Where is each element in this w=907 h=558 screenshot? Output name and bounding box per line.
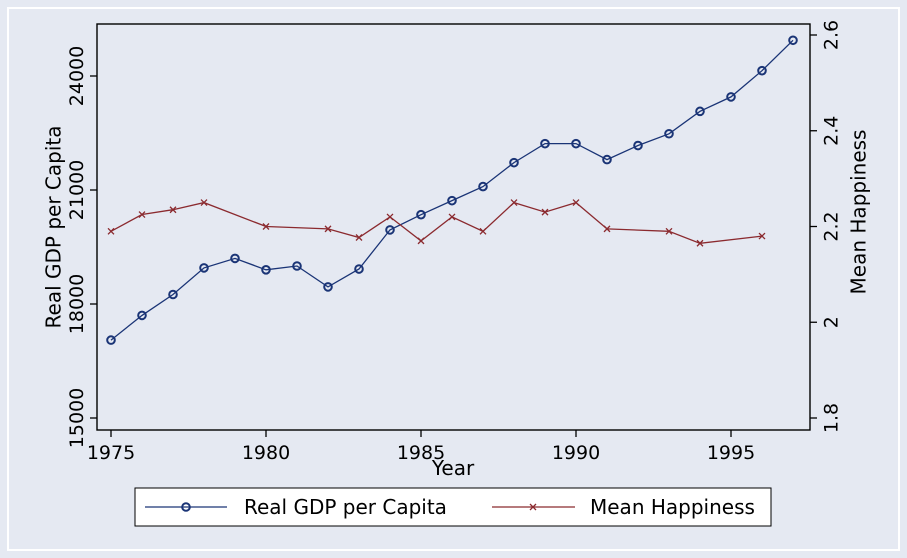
data-point-gdp [633,140,643,151]
plot-area [96,23,811,431]
data-point-happiness [665,227,673,235]
legend: Real GDP per Capita Mean Happiness [134,487,772,527]
y-axis-right: 1.8 2 2.2 2.4 2.6 [810,20,843,433]
data-point-happiness [324,225,332,233]
y-left-tick-label: 21000 [66,160,88,220]
y-right-tick-label: 2.2 [821,211,843,241]
data-point-gdp [602,154,612,165]
data-point-gdp [106,335,116,345]
data-point-happiness [417,237,425,245]
data-point-gdp [292,261,302,271]
x-axis-title: Year [431,456,475,480]
legend-marker-gdp [181,502,191,512]
y-axis-left-title: Real GDP per Capita [42,126,66,329]
data-point-happiness [138,211,146,218]
data-point-happiness [541,208,549,216]
y-axis-left: 15000 18000 21000 24000 [66,46,97,448]
data-point-happiness [479,227,487,235]
data-point-happiness [572,199,580,207]
data-point-gdp [416,209,426,220]
x-tick-label: 1985 [397,442,445,464]
x-tick-label: 1980 [242,442,290,464]
data-point-happiness [262,223,270,230]
y-right-tick-label: 2 [821,316,843,328]
data-point-happiness [200,199,208,207]
data-point-gdp [757,65,767,76]
data-point-gdp [323,282,333,292]
data-point-happiness [107,227,115,235]
data-point-happiness [603,225,611,233]
y-right-tick-label: 2.4 [821,116,843,146]
legend-label-happiness: Mean Happiness [590,495,755,519]
legend-box [134,487,772,527]
data-point-gdp [726,92,736,102]
data-point-gdp [199,263,209,273]
legend-label-gdp: Real GDP per Capita [244,495,447,519]
data-point-gdp [354,264,364,274]
data-point-gdp [788,35,798,46]
data-point-gdp [478,181,488,192]
data-point-gdp [695,106,705,117]
y-left-tick-label: 18000 [66,274,88,334]
x-tick-label: 1995 [707,442,755,464]
data-point-gdp [385,225,395,235]
x-tick-label: 1975 [87,442,135,464]
data-point-gdp [137,310,147,321]
data-point-gdp [230,253,240,264]
y-axis-right-title: Mean Happiness [847,130,871,295]
data-point-gdp [447,195,457,206]
legend-marker-happiness [529,503,537,511]
outer-frame [7,7,900,551]
y-left-tick-label: 24000 [66,46,88,106]
series-line-happiness [110,201,763,244]
data-point-happiness [355,234,363,241]
data-point-gdp [571,138,581,149]
data-point-happiness [448,213,456,221]
data-point-happiness [696,239,704,247]
data-point-gdp [509,157,519,168]
data-point-gdp [168,289,178,300]
data-point-happiness [510,199,518,207]
y-right-tick-label: 1.8 [821,403,843,433]
x-axis: 1975 1980 1985 1990 1995 [87,430,755,464]
series-line-gdp [110,39,794,341]
data-point-gdp [540,138,550,149]
data-point-gdp [664,128,674,139]
data-point-gdp [261,265,271,275]
data-point-happiness [758,232,766,240]
series-layer [106,35,798,345]
y-right-tick-label: 2.6 [821,20,843,50]
data-point-happiness [386,213,394,221]
x-tick-label: 1990 [552,442,600,464]
y-left-tick-label: 15000 [66,388,88,448]
data-point-happiness [169,206,177,214]
